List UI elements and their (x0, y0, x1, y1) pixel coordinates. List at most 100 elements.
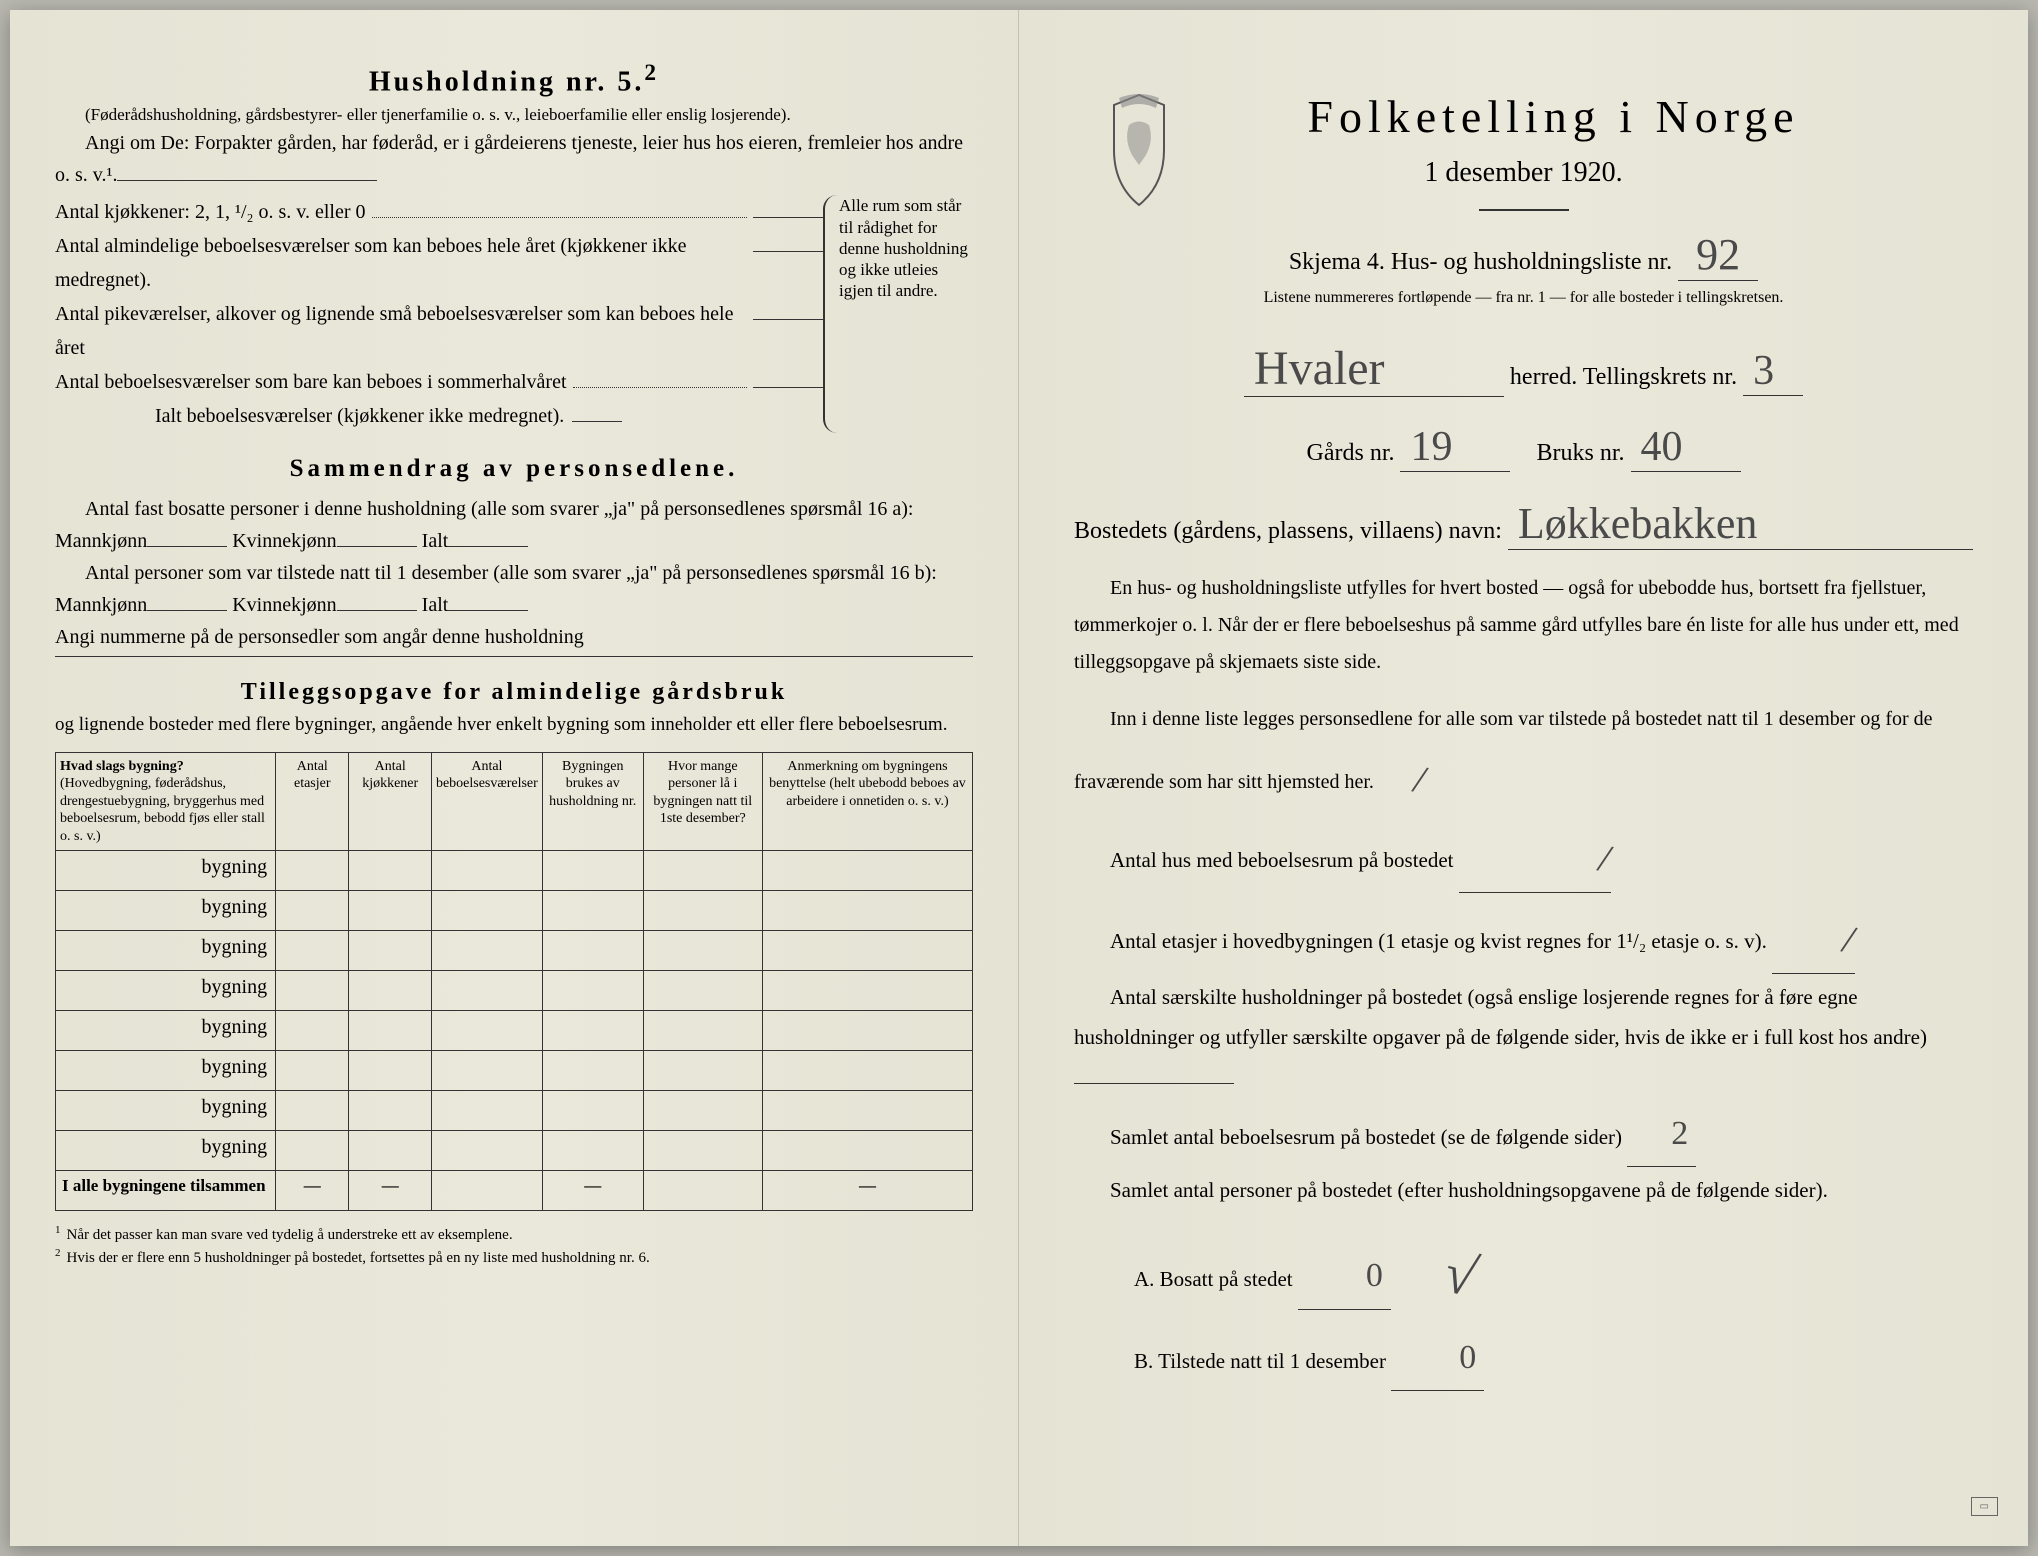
household-sup: 2 (644, 60, 659, 86)
rooms-left: Antal kjøkkener: 2, 1, ¹/₂ o. s. v. elle… (55, 195, 823, 433)
row-rooms1: Antal almindelige beboelsesværelser som … (55, 229, 823, 297)
q2-label: Antal etasjer i hovedbygningen (1 etasje… (1110, 929, 1767, 953)
fn2-text: Hvis der er flere enn 5 husholdninger på… (67, 1250, 650, 1266)
table-row: bygning (56, 891, 973, 931)
blank (753, 300, 823, 320)
coat-of-arms-icon (1094, 90, 1184, 210)
blank (147, 589, 227, 611)
th-etasjer: Antal etasjer (276, 752, 349, 851)
th-type-title: Hvad slags bygning? (60, 759, 184, 774)
sammendrag-title: Sammendrag av personsedlene. (55, 455, 973, 483)
household-title-text: Husholdning nr. 5. (369, 66, 645, 97)
qB-label: B. Tilstede natt til 1 desember (1134, 1349, 1386, 1373)
q4-value: 2 (1663, 1115, 1696, 1152)
instructions-2: Inn i denne liste legges personsedlene f… (1074, 701, 1973, 812)
sam-p2c: Ialt (422, 594, 449, 616)
sam-p1: Antal fast bosatte personer i denne hush… (55, 493, 973, 557)
cell-label: bygning (56, 1131, 276, 1171)
household-note: (Føderådshusholdning, gårdsbestyrer- ell… (55, 104, 973, 127)
rooms-block: Antal kjøkkener: 2, 1, ¹/₂ o. s. v. elle… (55, 195, 973, 433)
th-personer: Hvor mange personer lå i bygningen natt … (643, 752, 762, 851)
blank (448, 525, 528, 547)
table-row: bygning (56, 1011, 973, 1051)
th-type-sub: (Hovedbygning, føderådshus, drengestueby… (60, 776, 265, 844)
qB-blank: 0 (1391, 1326, 1484, 1392)
table-row: bygning (56, 1131, 973, 1171)
q-b: B. Tilstede natt til 1 desember 0 (1074, 1326, 1973, 1392)
cell-label: bygning (56, 971, 276, 1011)
tillegg-sub: og lignende bosteder med flere bygninger… (55, 712, 973, 738)
footnote-1: 1Når det passer kan man svare ved tydeli… (55, 1223, 973, 1245)
ialt-label: Ialt beboelsesværelser (kjøkkener ikke m… (155, 399, 564, 433)
cell-label: bygning (56, 1051, 276, 1091)
angi-num-text: Angi nummerne på de personsedler som ang… (55, 626, 584, 648)
fn1-text: Når det passer kan man svare ved tydelig… (67, 1227, 513, 1243)
q-hus: Antal hus med beboelsesrum på bostedet 1… (1074, 816, 1973, 893)
table-sum-row: I alle bygningene tilsammen———— (56, 1171, 973, 1211)
q1-label: Antal hus med beboelsesrum på bostedet (1110, 848, 1454, 872)
cell-label: bygning (56, 1011, 276, 1051)
bosted-label: Bostedets (gårdens, plassens, villaens) … (1074, 518, 1502, 545)
herred-value: Hvaler (1244, 341, 1504, 397)
row-rooms3: Antal beboelsesværelser som bare kan beb… (55, 365, 823, 399)
census-date: 1 desember 1920. (1074, 157, 1973, 189)
q3-label: Antal særskilte husholdninger på bostede… (1074, 985, 1927, 1049)
bosted-row: Bostedets (gårdens, plassens, villaens) … (1074, 498, 1973, 550)
slash-mark: / (1370, 733, 1435, 817)
right-page: Folketelling i Norge 1 desember 1920. Sk… (1019, 10, 2028, 1546)
row-kjokken: Antal kjøkkener: 2, 1, ¹/₂ o. s. v. elle… (55, 195, 823, 229)
blank (147, 525, 227, 547)
main-title: Folketelling i Norge (1134, 90, 1973, 143)
sam-p1c: Ialt (422, 530, 449, 552)
footnote-2: 2Hvis der er flere enn 5 husholdninger p… (55, 1246, 973, 1268)
dots (573, 370, 747, 388)
bruks-nr: 40 (1631, 423, 1741, 472)
tillegg-title: Tilleggsopgave for almindelige gårdsbruk (55, 679, 973, 706)
sam-p2b: Kvinnekjønn (232, 594, 336, 616)
skjema-label: Skjema 4. Hus- og husholdningsliste nr. (1289, 249, 1672, 275)
check-mark-icon: √ (1374, 1205, 1489, 1331)
rooms1-label: Antal almindelige beboelsesværelser som … (55, 229, 741, 297)
th-hushold: Bygningen brukes av husholdning nr. (542, 752, 643, 851)
sum-label: I alle bygningene tilsammen (56, 1171, 276, 1211)
slash-mark-icon: / (1555, 811, 1620, 897)
document-spread: Husholdning nr. 5.2 (Føderådshusholdning… (10, 10, 2028, 1546)
cell-label: bygning (56, 931, 276, 971)
slash-mark-icon: / (1799, 892, 1864, 978)
header: Folketelling i Norge 1 desember 1920. Sk… (1074, 90, 1973, 307)
footnotes: 1Når det passer kan man svare ved tydeli… (55, 1223, 973, 1268)
q4-blank: 2 (1627, 1102, 1696, 1168)
bosted-navn: Løkkebakken (1508, 498, 1973, 550)
gards-nr: 19 (1400, 423, 1510, 472)
household-title: Husholdning nr. 5.2 (55, 60, 973, 98)
sam-p1b: Kvinnekjønn (232, 530, 336, 552)
rooms3-label: Antal beboelsesværelser som bare kan beb… (55, 365, 567, 399)
row-ialt: Ialt beboelsesværelser (kjøkkener ikke m… (55, 399, 823, 433)
blank (448, 589, 528, 611)
q-a: A. Bosatt på stedet 0 √ (1074, 1215, 1973, 1321)
herred-row: Hvaler herred. Tellingskrets nr. 3 (1074, 341, 1973, 397)
q2-blank: / (1772, 897, 1855, 974)
blank (337, 525, 417, 547)
kjokken-label: Antal kjøkkener: 2, 1, ¹/₂ o. s. v. elle… (55, 195, 366, 229)
table-header-row: Hvad slags bygning? (Hovedbygning, føderå… (56, 752, 973, 851)
table-body: bygning bygning bygning bygning bygning … (56, 851, 973, 1211)
liste-nr: 92 (1678, 229, 1758, 281)
instructions-2-text: Inn i denne liste legges personsedlene f… (1074, 708, 1933, 793)
sam-p2: Antal personer som var tilstede natt til… (55, 557, 973, 621)
blank (753, 232, 823, 252)
q-etasjer: Antal etasjer i hovedbygningen (1 etasje… (1074, 897, 1973, 974)
left-page: Husholdning nr. 5.2 (Føderådshusholdning… (10, 10, 1019, 1546)
dots (372, 200, 748, 218)
krets-nr: 3 (1743, 347, 1803, 396)
instructions-1: En hus- og husholdningsliste utfylles fo… (1074, 570, 1973, 681)
blank (753, 198, 823, 218)
crest-svg (1094, 90, 1184, 210)
blank (572, 402, 622, 422)
skjema-line: Skjema 4. Hus- og husholdningsliste nr. … (1074, 229, 1973, 281)
q3-blank (1074, 1083, 1234, 1084)
table-row: bygning (56, 931, 973, 971)
th-kjokken: Antal kjøkkener (349, 752, 432, 851)
row-rooms2: Antal pikeværelser, alkover og lignende … (55, 297, 823, 365)
th-type: Hvad slags bygning? (Hovedbygning, føderå… (56, 752, 276, 851)
